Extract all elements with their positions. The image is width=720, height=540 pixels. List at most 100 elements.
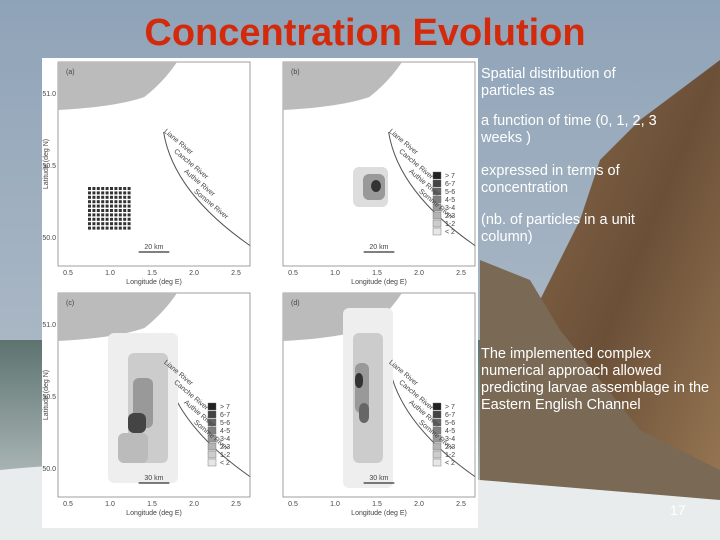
- legend-swatch: [432, 426, 442, 435]
- initial-particles: [127, 209, 131, 212]
- concentration-patch: [371, 180, 381, 192]
- initial-particles: [110, 213, 113, 217]
- concentration-patch: [359, 403, 369, 423]
- x-tick-label: 2.5: [231, 501, 241, 508]
- initial-particles: [123, 191, 127, 195]
- initial-particles: [105, 217, 109, 221]
- y-tick-label: 51.0: [42, 91, 56, 98]
- land-england: [58, 62, 178, 110]
- initial-particles: [118, 195, 122, 199]
- scale-label: 30 km: [144, 475, 163, 482]
- land-england: [283, 293, 403, 341]
- initial-particles: [88, 191, 91, 195]
- initial-particles: [110, 209, 113, 212]
- legend-swatch: [432, 442, 442, 451]
- initial-particles: [96, 217, 100, 221]
- initial-particles: [88, 200, 91, 204]
- initial-particles: [110, 217, 113, 221]
- legend-swatch: [432, 434, 442, 443]
- x-tick-label: 2.0: [189, 270, 199, 277]
- initial-particles: [105, 187, 109, 190]
- x-tick-label: 1.0: [105, 270, 115, 277]
- slide-title: Concentration Evolution: [144, 12, 586, 54]
- initial-particles: [92, 226, 96, 230]
- y-tick-label: 50.0: [42, 235, 56, 242]
- initial-particles: [96, 209, 100, 212]
- initial-particles: [118, 209, 122, 212]
- legend-swatch: [432, 418, 442, 427]
- initial-particles: [114, 222, 118, 226]
- initial-particles: [96, 226, 100, 230]
- x-tick-label: 1.5: [147, 501, 157, 508]
- initial-particles: [101, 191, 105, 195]
- x-tick-label: 1.5: [147, 270, 157, 277]
- initial-particles: [123, 195, 127, 199]
- initial-particles: [88, 204, 91, 208]
- initial-particles: [118, 226, 122, 230]
- legend-label: 1-2: [445, 452, 455, 459]
- initial-particles: [88, 195, 91, 199]
- legend-swatch: [432, 402, 442, 411]
- x-tick-label: 2.5: [231, 270, 241, 277]
- legend-swatch: [432, 187, 442, 196]
- legend-label: > 7: [445, 404, 455, 411]
- y-tick-label: 50.5: [42, 163, 56, 170]
- initial-particles: [92, 204, 96, 208]
- legend-label: > 7: [445, 173, 455, 180]
- panel-label: (a): [66, 69, 75, 76]
- page-number: 17: [670, 502, 686, 518]
- legend-label: 4-5: [445, 197, 455, 204]
- x-tick-label: 0.5: [288, 270, 298, 277]
- legend-label: < 2: [445, 229, 455, 236]
- initial-particles: [110, 195, 113, 199]
- initial-particles: [114, 213, 118, 217]
- x-tick-label: 1.5: [372, 501, 382, 508]
- legend-label: 3-4: [445, 436, 455, 443]
- initial-particles: [127, 204, 131, 208]
- initial-particles: [92, 222, 96, 226]
- legend-label: 4-5: [220, 428, 230, 435]
- initial-particles: [96, 191, 100, 195]
- initial-particles: [123, 213, 127, 217]
- initial-particles: [92, 191, 96, 195]
- initial-particles: [123, 209, 127, 212]
- legend-swatch: [207, 450, 217, 459]
- initial-particles: [96, 187, 100, 190]
- initial-particles: [114, 187, 118, 190]
- initial-particles: [92, 217, 96, 221]
- initial-particles: [123, 204, 127, 208]
- legend-label: 6-7: [445, 412, 455, 419]
- initial-particles: [105, 222, 109, 226]
- initial-particles: [96, 200, 100, 204]
- concentration-patch: [118, 433, 148, 463]
- x-axis-label: Longitude (deg E): [126, 279, 182, 286]
- legend-swatch: [207, 418, 217, 427]
- legend-label: 5-6: [220, 420, 230, 427]
- legend-swatch: [207, 458, 217, 467]
- initial-particles: [96, 195, 100, 199]
- initial-particles: [96, 222, 100, 226]
- initial-particles: [101, 209, 105, 212]
- legend-label: 6-7: [445, 181, 455, 188]
- legend-swatch: [207, 442, 217, 451]
- initial-particles: [118, 191, 122, 195]
- initial-particles: [101, 217, 105, 221]
- initial-particles: [101, 195, 105, 199]
- initial-particles: [101, 226, 105, 230]
- initial-particles: [105, 226, 109, 230]
- initial-particles: [92, 213, 96, 217]
- initial-particles: [101, 213, 105, 217]
- initial-particles: [118, 222, 122, 226]
- initial-particles: [101, 187, 105, 190]
- initial-particles: [127, 200, 131, 204]
- initial-particles: [105, 204, 109, 208]
- concentration-patch: [355, 373, 363, 388]
- initial-particles: [123, 226, 127, 230]
- scale-label: 20 km: [144, 244, 163, 251]
- legend-swatch: [432, 195, 442, 204]
- initial-particles: [105, 195, 109, 199]
- initial-particles: [118, 213, 122, 217]
- initial-particles: [123, 222, 127, 226]
- initial-particles: [114, 204, 118, 208]
